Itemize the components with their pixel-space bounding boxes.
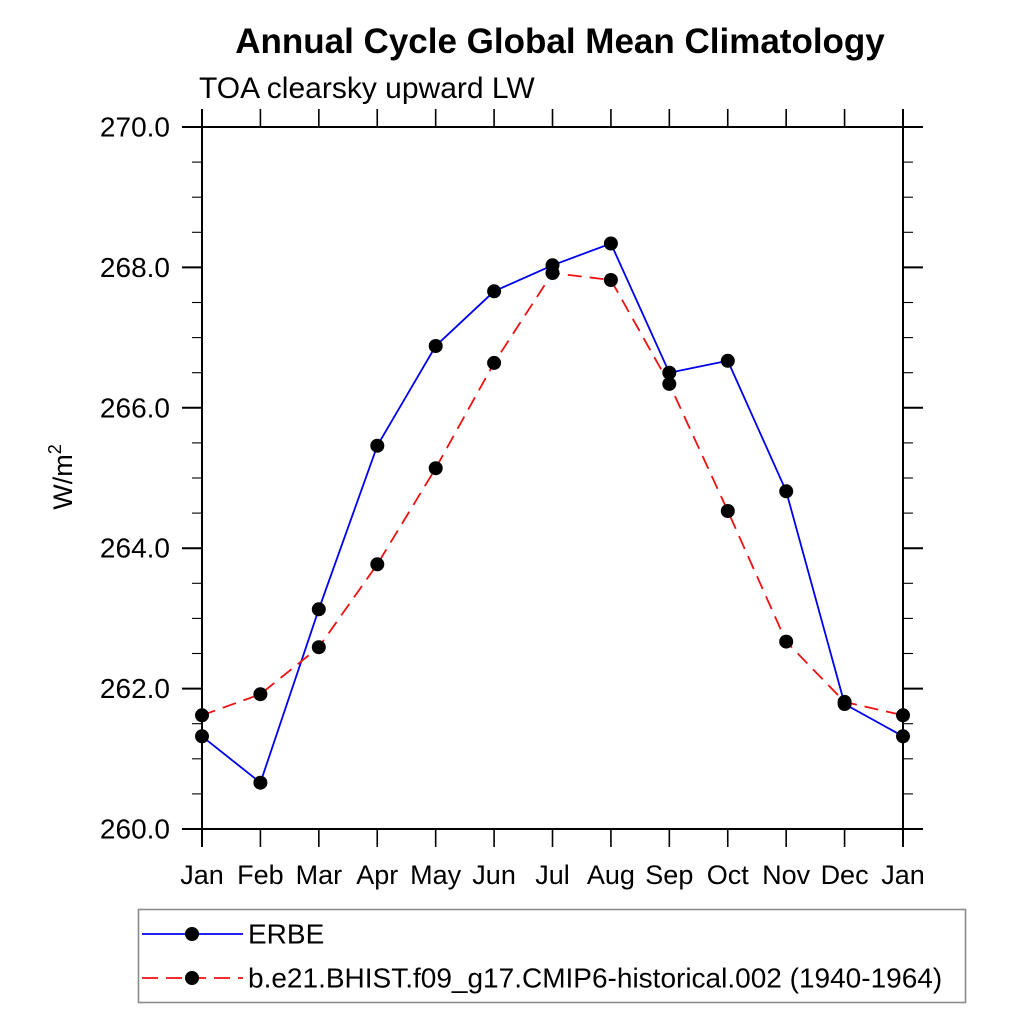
data-point-marker: [428, 339, 443, 353]
x-tick-label: Feb: [237, 860, 284, 890]
y-tick-label: 270.0: [100, 112, 170, 143]
chart-subtitle: TOA clearsky upward LW: [199, 72, 535, 105]
data-point-marker: [195, 729, 209, 744]
legend-marker: [185, 927, 199, 941]
legend-label: b.e21.BHIST.f09_g17.CMIP6-historical.002…: [248, 963, 942, 994]
x-tick-label: Sep: [645, 860, 693, 890]
data-point-marker: [311, 602, 326, 617]
data-point-marker: [720, 504, 735, 518]
y-tick-label: 266.0: [100, 392, 170, 423]
chart-title: Annual Cycle Global Mean Climatology: [235, 22, 885, 61]
y-tick-label: 262.0: [100, 673, 170, 704]
data-point-marker: [779, 484, 794, 499]
data-point-marker: [487, 355, 502, 370]
data-point-marker: [370, 557, 385, 572]
data-point-marker: [195, 708, 209, 723]
x-tick-label: Jan: [180, 860, 224, 890]
x-tick-label: Oct: [707, 860, 750, 890]
x-tick-label: Jun: [472, 860, 516, 890]
x-tick-label: Jan: [881, 860, 925, 890]
data-point-marker: [311, 640, 326, 655]
data-point-marker: [370, 438, 385, 453]
legend-label: ERBE: [248, 919, 324, 950]
data-point-marker: [662, 365, 677, 380]
data-point-marker: [896, 729, 910, 744]
data-point-marker: [896, 708, 910, 723]
data-point-marker: [779, 634, 794, 649]
y-tick-label: 264.0: [100, 533, 170, 564]
legend-marker: [185, 971, 199, 985]
data-point-marker: [428, 461, 443, 476]
series-line-model: [201, 272, 904, 717]
x-tick-label: Nov: [762, 860, 811, 890]
data-point-marker: [720, 353, 735, 368]
data-point-marker: [603, 236, 618, 251]
x-tick-label: Dec: [821, 860, 869, 890]
x-tick-label: Aug: [587, 860, 635, 890]
data-point-marker: [603, 273, 618, 287]
x-tick-label: Apr: [356, 860, 398, 890]
data-point-marker: [253, 775, 268, 790]
data-point-marker: [253, 687, 268, 702]
x-tick-label: Jul: [535, 860, 570, 890]
y-tick-label: 260.0: [100, 814, 170, 845]
y-tick-label: 268.0: [100, 252, 170, 283]
legend-box: [137, 908, 967, 1004]
data-point-marker: [837, 694, 852, 709]
y-axis-title: W/m2: [45, 444, 78, 510]
data-point-marker: [662, 376, 677, 391]
data-point-marker: [487, 284, 502, 299]
x-tick-label: Mar: [296, 860, 343, 890]
series-line-erbe: [201, 242, 904, 785]
data-point-marker: [545, 266, 560, 280]
x-tick-label: May: [410, 860, 462, 890]
